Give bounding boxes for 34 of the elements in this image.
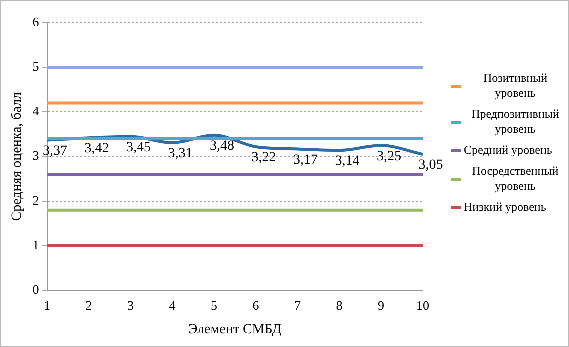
y-tick-label: 5 bbox=[32, 59, 40, 74]
y-tick-label: 4 bbox=[32, 104, 40, 119]
data-label: 3,14 bbox=[335, 154, 360, 170]
y-tick-label: 3 bbox=[32, 148, 40, 164]
x-tick-label: 9 bbox=[378, 298, 385, 313]
data-label: 3,48 bbox=[210, 139, 235, 154]
legend-label: Предпозитивный уровень bbox=[470, 107, 560, 137]
x-tick-label: 8 bbox=[336, 298, 343, 313]
x-tick-label: 3 bbox=[128, 298, 134, 313]
x-axis-title: Элемент СМБД bbox=[188, 322, 282, 338]
data-label: 3,31 bbox=[168, 146, 193, 162]
x-tick-label: 10 bbox=[416, 298, 430, 313]
legend-label: Посредственный уровень bbox=[471, 164, 560, 194]
legend-label: Средний уровень bbox=[464, 143, 552, 158]
y-tick-label: 0 bbox=[32, 282, 40, 298]
data-label: 3,42 bbox=[84, 142, 110, 157]
legend-label: Позитивный уровень bbox=[482, 71, 549, 101]
data-label: 3,45 bbox=[126, 140, 152, 156]
data-label: 3,37 bbox=[43, 144, 68, 159]
y-axis-title: Средняя оценка, балл bbox=[10, 92, 26, 222]
y-tick-label: 1 bbox=[32, 237, 40, 252]
y-tick-label: 2 bbox=[32, 192, 40, 208]
x-tick-label: 7 bbox=[294, 298, 302, 313]
data-label: 3,22 bbox=[252, 150, 276, 166]
x-tick-label: 6 bbox=[252, 298, 260, 313]
data-label: 3,05 bbox=[418, 158, 444, 174]
x-tick-label: 2 bbox=[86, 298, 92, 313]
x-tick-label: 4 bbox=[169, 298, 176, 313]
x-tick-label: 1 bbox=[44, 298, 51, 313]
legend-label: Низкий уровень bbox=[464, 200, 546, 215]
y-tick-label: 6 bbox=[32, 14, 40, 30]
x-tick-label: 5 bbox=[211, 298, 218, 313]
data-label: 3,17 bbox=[294, 152, 318, 168]
data-label: 3,25 bbox=[377, 149, 402, 164]
